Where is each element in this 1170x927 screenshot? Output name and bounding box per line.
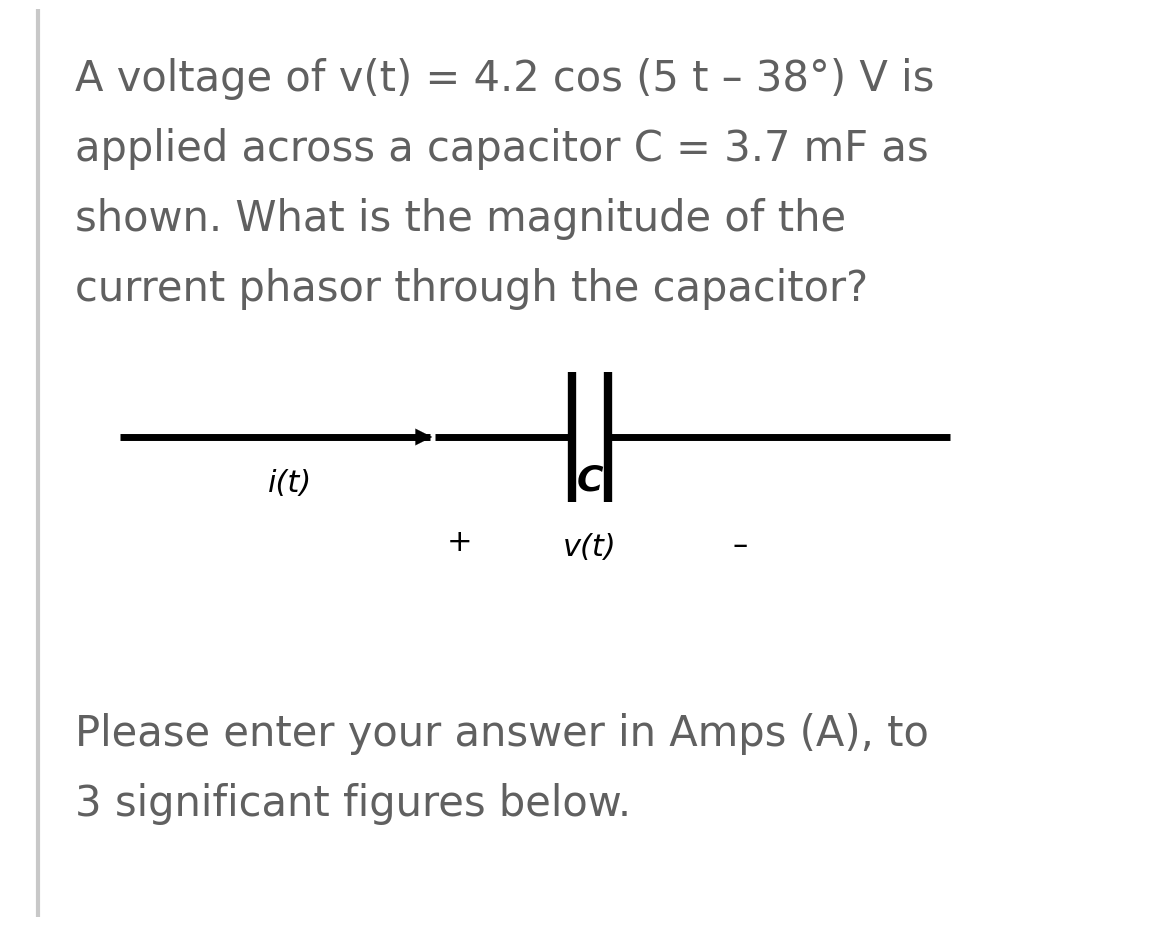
Text: 3 significant figures below.: 3 significant figures below.	[75, 782, 631, 824]
Text: v(t): v(t)	[563, 532, 617, 562]
Text: shown. What is the magnitude of the: shown. What is the magnitude of the	[75, 197, 846, 240]
Text: i(t): i(t)	[268, 468, 312, 498]
Text: applied across a capacitor C = 3.7 mF as: applied across a capacitor C = 3.7 mF as	[75, 128, 929, 170]
Text: current phasor through the capacitor?: current phasor through the capacitor?	[75, 268, 868, 310]
Text: A voltage of v(t) = 4.2 cos (5 t – 38°) V is: A voltage of v(t) = 4.2 cos (5 t – 38°) …	[75, 57, 935, 100]
Text: +: +	[447, 527, 473, 556]
Text: Please enter your answer in Amps (A), to: Please enter your answer in Amps (A), to	[75, 712, 929, 755]
Text: C: C	[577, 464, 604, 498]
Text: –: –	[732, 530, 748, 559]
